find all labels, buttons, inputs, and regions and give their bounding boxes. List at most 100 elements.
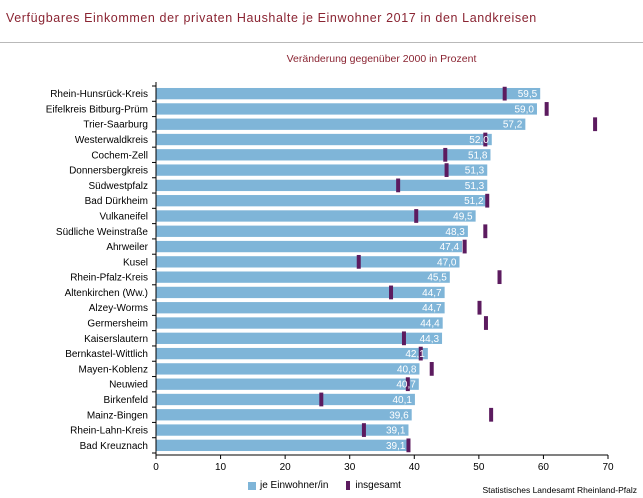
bar-value-label: 39,6 [389, 410, 409, 421]
insgesamt-marker [389, 285, 394, 300]
bar-value-label: 40,7 [396, 380, 416, 391]
insgesamt-marker [593, 117, 598, 132]
page-title: Verfügbares Einkommen der privaten Haush… [6, 11, 537, 25]
category-label: Westerwaldkreis [75, 135, 148, 146]
x-axis: 0 10 20 30 40 50 60 70 [152, 82, 614, 473]
bar [156, 347, 428, 360]
insgesamt-marker [418, 346, 423, 361]
bar-value-label: 57,2 [503, 120, 523, 131]
bar-value-label: 47,4 [440, 242, 460, 253]
category-label: Bernkastel-Wittlich [65, 349, 148, 360]
bar [156, 332, 443, 344]
category-label: Kaiserslautern [84, 334, 148, 345]
bar [156, 363, 420, 375]
bar [156, 225, 468, 237]
category-label: Rhein-Lahn-Kreis [70, 426, 148, 437]
bar-value-label: 44,7 [422, 288, 442, 299]
bar-value-label: 44,3 [420, 334, 440, 345]
category-label: Mayen-Koblenz [79, 364, 148, 375]
insgesamt-marker [444, 163, 449, 177]
title-divider [0, 42, 643, 43]
category-label: Eifelkreis Bitburg-Prüm [46, 104, 148, 115]
bar [156, 164, 488, 176]
x-tick-label: 10 [215, 462, 227, 473]
bar-value-label: 51,3 [465, 181, 485, 192]
insgesamt-marker [405, 377, 410, 392]
category-label: Südliche Weinstraße [56, 227, 149, 238]
legend: je Einwohner/in insgesamt [248, 480, 419, 491]
bar [156, 87, 541, 100]
bar [156, 179, 488, 192]
bar-value-label: 47,0 [437, 257, 457, 268]
category-label: Neuwied [109, 380, 148, 391]
insgesamt-marker [462, 239, 467, 254]
bar [156, 271, 450, 283]
legend-label-bar: je Einwohner/in [260, 480, 329, 491]
insgesamt-marker [483, 224, 488, 239]
category-label: Ahrweiler [106, 242, 148, 253]
legend-label-marker: insgesamt [355, 480, 401, 491]
category-label: Kusel [123, 257, 148, 268]
chart-subtitle: Veränderung gegenüber 2000 in Prozent [286, 53, 477, 65]
x-tick-label: 70 [602, 462, 614, 473]
category-labels-group: Rhein-Hunsrück-Kreis Eifelkreis Bitburg-P… [46, 89, 149, 452]
bar [156, 378, 419, 390]
bar [156, 317, 443, 329]
insgesamt-marker [497, 270, 502, 285]
bar [156, 210, 476, 222]
bar [156, 439, 409, 452]
insgesamt-marker [477, 300, 482, 315]
bar [156, 302, 445, 314]
insgesamt-marker [361, 423, 366, 437]
bar-value-label: 48,3 [445, 227, 465, 238]
bar [156, 195, 487, 207]
insgesamt-marker [489, 407, 494, 422]
bar-value-label: 49,5 [453, 211, 473, 222]
bars-group [156, 87, 541, 452]
category-label: Donnersbergkreis [69, 166, 148, 177]
category-label: Bad Dürkheim [85, 196, 148, 207]
legend-swatch-marker [346, 481, 351, 490]
bar-value-label: 40,8 [397, 364, 417, 375]
bar-value-label: 59,0 [515, 104, 535, 115]
legend-item-marker: insgesamt [346, 480, 401, 491]
x-tick-label: 20 [280, 462, 292, 473]
insgesamt-marker [356, 254, 361, 269]
category-label: Trier-Saarburg [83, 120, 148, 131]
insgesamt-marker [414, 209, 419, 223]
insgesamt-marker [485, 193, 490, 208]
bar [156, 424, 409, 436]
x-tick-label: 60 [538, 462, 550, 473]
bar-value-label: 52,0 [469, 135, 489, 146]
category-label: Südwestpfalz [89, 181, 148, 192]
bar-value-label: 40,1 [392, 395, 412, 406]
category-label: Altenkirchen (Ww.) [65, 288, 148, 299]
bar-value-label: 51,2 [464, 196, 484, 207]
insgesamt-marker [401, 331, 406, 346]
x-tick-label: 50 [473, 462, 485, 473]
category-label: Rhein-Hunsrück-Kreis [50, 89, 148, 100]
bar-value-label: 44,7 [422, 303, 442, 314]
bar [156, 286, 445, 299]
category-label: Germersheim [87, 319, 148, 330]
insgesamt-marker [319, 392, 324, 407]
bar-value-label: 39,1 [386, 441, 406, 452]
source-note: Statistisches Landesamt Rheinland-Pfalz [482, 485, 638, 495]
data-labels-group: 59,5 59,0 57,2 52,0 51,8 51,3 51,3 51,2 49,5 48,3… [386, 89, 538, 452]
legend-item-bar: je Einwohner/in [248, 480, 328, 491]
x-tick-label: 40 [409, 462, 421, 473]
bar [156, 103, 537, 115]
bar [156, 240, 463, 253]
insgesamt-marker [396, 178, 401, 193]
bar [156, 393, 415, 406]
insgesamt-marker [544, 102, 549, 116]
insgesamt-marker [483, 132, 488, 147]
category-label: Alzey-Worms [89, 303, 148, 314]
category-label: Bad Kreuznach [80, 441, 148, 452]
bar-value-label: 51,8 [468, 150, 488, 161]
bar [156, 118, 526, 130]
bar-value-label: 42,1 [405, 349, 425, 360]
insgesamt-marker [406, 438, 411, 453]
bar-value-label: 44,4 [420, 319, 440, 330]
x-tick-label: 0 [153, 462, 159, 473]
